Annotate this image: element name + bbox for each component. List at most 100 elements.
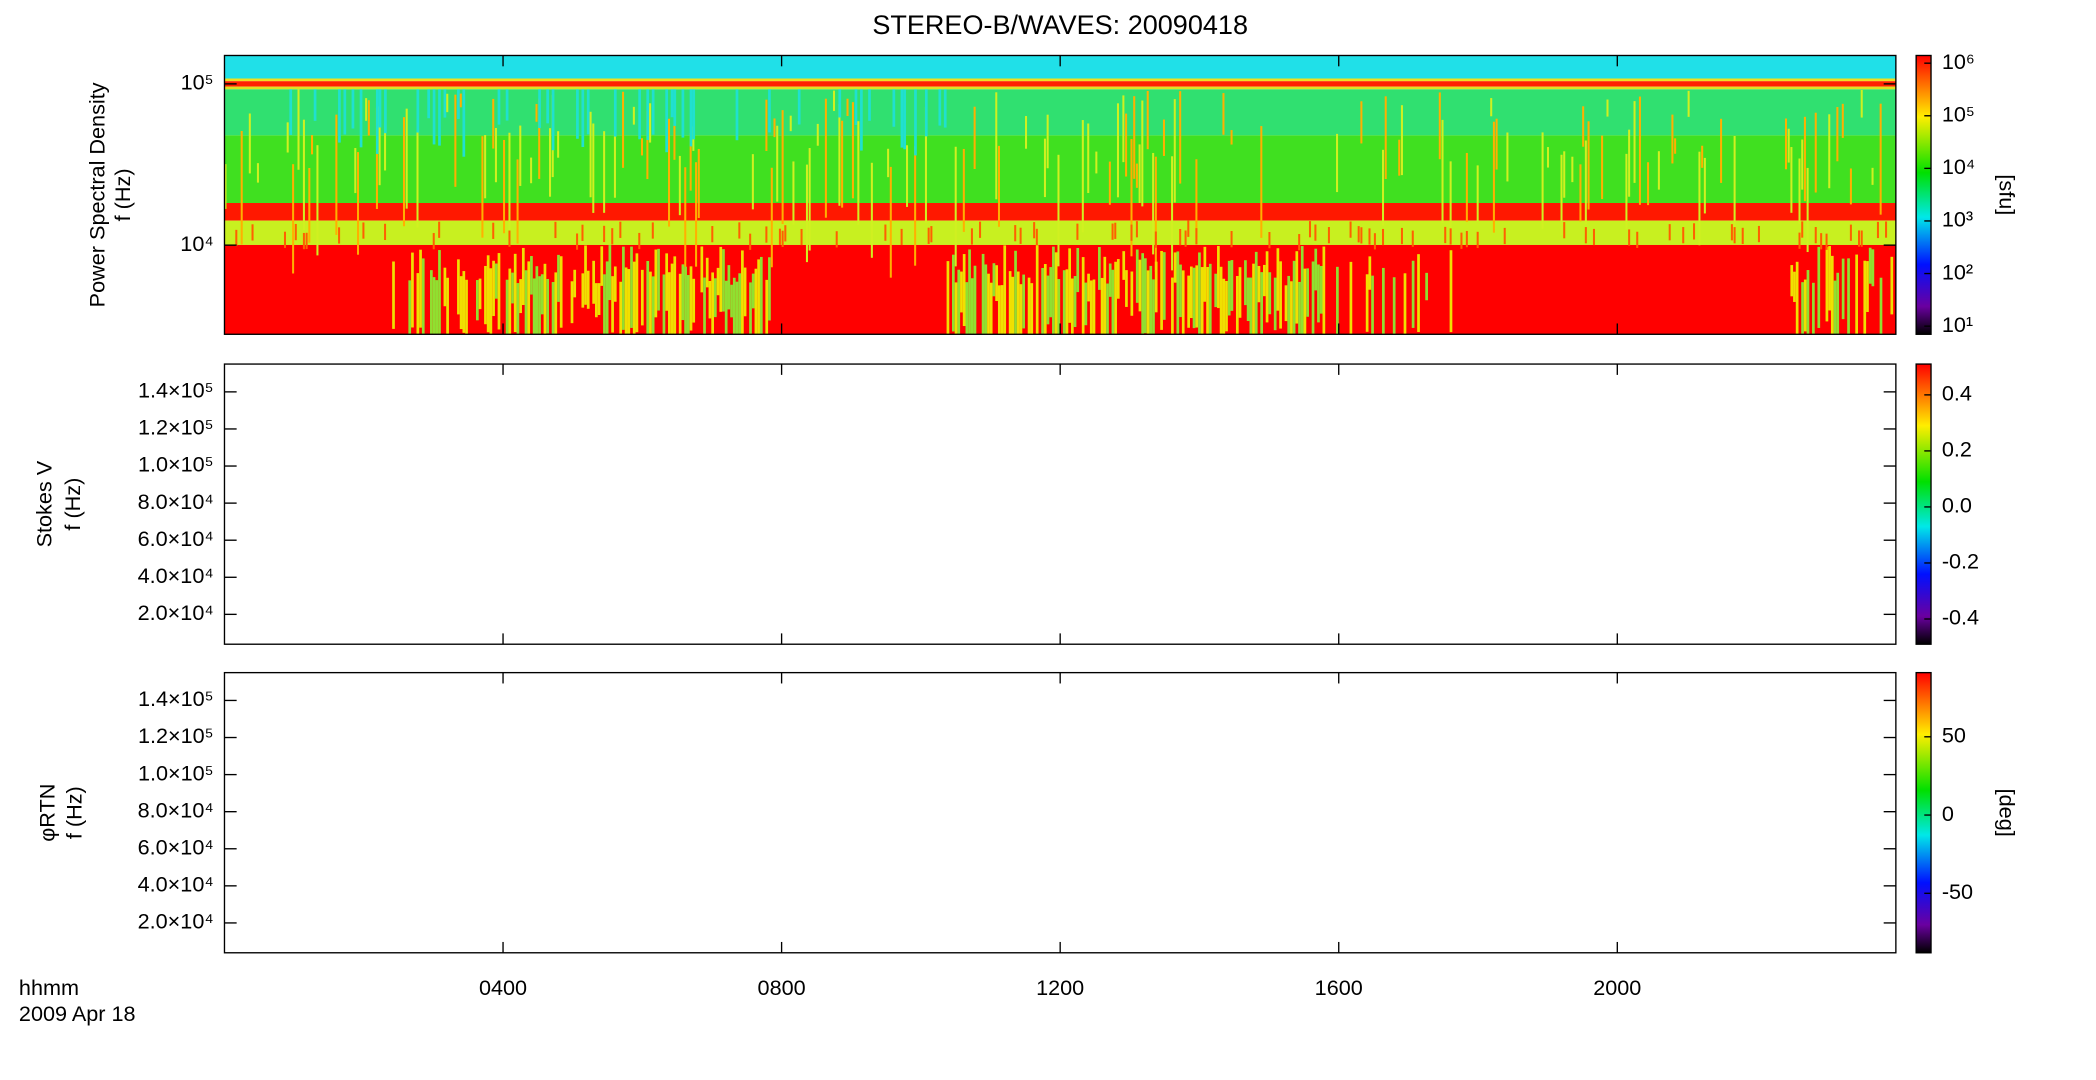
spectrogram-streak xyxy=(681,89,685,138)
spectrogram-streak xyxy=(727,265,731,310)
spectrogram-streak xyxy=(1506,132,1509,182)
spectrogram-streak xyxy=(457,89,460,120)
spectrogram-streak xyxy=(1081,120,1084,233)
spectrogram-streak xyxy=(1000,285,1004,335)
spectrogram-streak xyxy=(1384,96,1387,180)
spectrogram-streak xyxy=(516,283,520,335)
spectrogram-streak xyxy=(1582,106,1585,147)
colorbar-label: [sfu] xyxy=(1995,174,2020,215)
spectrogram-streak xyxy=(1820,233,1823,250)
spectrogram-streak xyxy=(1371,275,1374,335)
spectrogram-streak xyxy=(1284,285,1288,322)
spectrogram-streak xyxy=(1070,278,1074,335)
spectrogram-streak xyxy=(981,253,985,335)
spectrogram-streak xyxy=(605,261,609,335)
spectrogram-streak xyxy=(1757,225,1760,243)
spectrogram-streak xyxy=(559,256,563,328)
spectrogram-streak xyxy=(454,94,457,187)
spectrogram-streak xyxy=(1798,158,1801,224)
spectrogram-streak xyxy=(673,256,677,335)
spectrogram-streak xyxy=(427,89,431,119)
spectrogram-streak xyxy=(419,249,422,328)
spectrogram-streak xyxy=(1336,133,1339,193)
spectrogram-streak xyxy=(240,130,243,245)
spectrogram-streak xyxy=(1268,272,1272,315)
spectrogram-streak xyxy=(581,89,585,148)
spectrogram-streak xyxy=(492,222,495,239)
spectrogram-streak xyxy=(430,270,433,335)
spectrogram-streak xyxy=(635,253,639,333)
spectrogram-streak xyxy=(603,274,606,335)
spectrogram-streak xyxy=(384,89,387,134)
spectrogram-streak xyxy=(557,131,560,158)
spectrogram-streak xyxy=(1125,113,1128,177)
colorbar-tick-label: 10¹ xyxy=(1942,312,1973,337)
spectrogram-streak xyxy=(543,263,547,335)
spectrogram-streak xyxy=(465,279,468,335)
spectrogram-streak xyxy=(1890,256,1894,315)
spectrogram-streak xyxy=(486,255,490,333)
spectrogram-streak xyxy=(665,253,669,311)
spectrogram-streak xyxy=(1849,168,1852,205)
x-tick-label: 1600 xyxy=(1315,975,1363,1000)
spectrogram-streak xyxy=(438,250,441,335)
spectrogram-streak xyxy=(235,229,238,247)
spectrogram-streak xyxy=(841,120,844,208)
spectrogram-streak xyxy=(1449,250,1453,333)
spectrogram-band xyxy=(224,89,1896,136)
spectrogram-streak xyxy=(338,89,341,143)
spectrogram-streak xyxy=(832,90,836,111)
spectrogram-streak xyxy=(438,89,441,146)
spectrogram-streak xyxy=(1327,227,1330,244)
spectrogram-streak xyxy=(1057,154,1060,267)
spectrogram-streak xyxy=(1290,281,1293,335)
spectrogram-streak xyxy=(1360,101,1363,144)
spectrogram-streak xyxy=(1125,270,1128,307)
spectrogram-streak xyxy=(1298,281,1301,335)
spectrogram-streak xyxy=(781,110,784,225)
spectrogram-streak xyxy=(765,99,768,151)
spectrogram-streak xyxy=(987,273,990,335)
spectrogram-streak xyxy=(954,146,957,267)
spectrogram-streak xyxy=(503,139,506,234)
spectrogram-streak xyxy=(435,280,439,335)
spectrogram-streak xyxy=(860,89,863,151)
spectrogram-streak xyxy=(1222,278,1226,335)
spectrogram-streak xyxy=(1400,105,1403,176)
spectrogram-streak xyxy=(1252,263,1255,335)
y-tick-label: 8.0×10⁴ xyxy=(138,489,214,514)
spectrogram-streak xyxy=(1279,261,1282,329)
spectrogram-streak xyxy=(613,266,617,302)
spectrogram-streak xyxy=(927,227,930,244)
spectrogram-streak xyxy=(1098,247,1101,290)
spectrogram-streak xyxy=(1398,139,1401,176)
x-tick-label: 1200 xyxy=(1036,975,1084,1000)
spectrogram-streak xyxy=(459,93,462,108)
spectrogram-streak xyxy=(459,276,463,330)
spectrogram-streak xyxy=(462,271,466,333)
spectrogram-streak xyxy=(1365,274,1369,332)
colorbar-tick-label: 10² xyxy=(1942,259,1973,284)
colorbar-tick-label: 10⁵ xyxy=(1942,101,1975,126)
spectrogram-streak xyxy=(1141,100,1144,207)
y-axis-label: φRTN xyxy=(34,784,59,842)
spectrogram-streak xyxy=(1114,222,1117,239)
spectrogram-streak xyxy=(416,89,420,133)
spectrogram-streak xyxy=(405,108,408,209)
spectrogram-streak xyxy=(611,276,614,333)
spectrogram-streak xyxy=(1495,118,1498,170)
spectrogram-streak xyxy=(1198,252,1201,335)
colorbar-tick-label: 0.0 xyxy=(1942,493,1972,518)
spectrogram-streak xyxy=(1049,267,1053,318)
y-tick-label: 6.0×10⁴ xyxy=(138,834,214,859)
spectrogram-streak xyxy=(351,89,355,129)
spectrogram-streak xyxy=(960,271,963,313)
spectrogram-streak xyxy=(251,224,254,241)
spectrogram-streak xyxy=(521,247,525,306)
y-axis-label: f (Hz) xyxy=(110,168,135,221)
spectrogram-streak xyxy=(438,221,441,238)
spectrogram-streak xyxy=(1192,267,1196,329)
spectrogram-streak xyxy=(968,249,971,335)
spectrogram-streak xyxy=(497,253,501,330)
